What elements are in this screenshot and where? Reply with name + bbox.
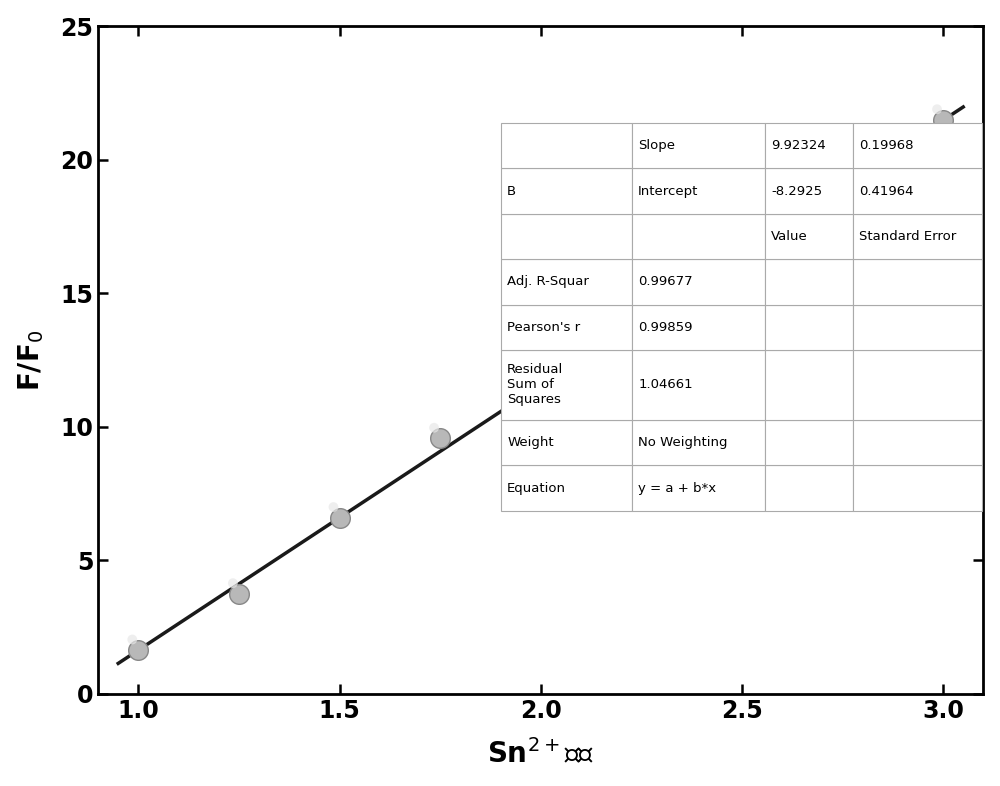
Text: 0.19968: 0.19968 [859,139,914,152]
Bar [501,304,632,350]
Bar [632,168,765,214]
Point [432,432,448,445]
Bar [853,214,982,259]
Bar [765,168,853,214]
Point [929,103,945,116]
Point [633,317,649,329]
Point [734,238,750,251]
Point [935,114,951,127]
Text: -8.2925: -8.2925 [771,185,822,197]
Text: 0.99859: 0.99859 [638,321,693,334]
Bar [765,304,853,350]
Text: 0.41964: 0.41964 [859,185,914,197]
Point [728,227,744,240]
Bar [632,350,765,420]
Text: Adj. R-Squar: Adj. R-Squar [507,275,589,288]
Text: y = a + b*x: y = a + b*x [638,482,716,494]
Bar [853,420,982,465]
Bar [632,123,765,168]
Text: 9.92324: 9.92324 [771,139,826,152]
Bar [501,214,632,259]
Y-axis label: F/F$_0$: F/F$_0$ [17,329,46,391]
Bar [632,420,765,465]
Bar [501,259,632,304]
Bar [765,420,853,465]
Bar [853,304,982,350]
Text: 0.99677: 0.99677 [638,275,693,288]
Point [627,307,643,319]
Text: B: B [507,185,516,197]
Bar [501,465,632,511]
Bar [853,168,982,214]
Bar [853,465,982,511]
Bar [501,168,632,214]
Text: Slope: Slope [638,139,675,152]
Bar [632,304,765,350]
Point [124,634,140,646]
Text: Weight: Weight [507,436,554,450]
Point [130,644,146,656]
Text: Value: Value [771,230,808,243]
Bar [501,350,632,420]
Bar [853,123,982,168]
Text: 1.04661: 1.04661 [638,378,693,391]
Bar [765,350,853,420]
Point [533,365,549,378]
Bar [501,420,632,465]
Bar [765,214,853,259]
Bar [501,123,632,168]
Bar [765,123,853,168]
Text: Standard Error: Standard Error [859,230,957,243]
Bar [765,259,853,304]
Point [527,355,543,368]
Bar [632,259,765,304]
Point [325,501,341,513]
Point [225,577,241,590]
Text: Equation: Equation [507,482,566,494]
Point [231,588,247,601]
Text: Pearson's r: Pearson's r [507,321,580,334]
Bar [632,465,765,511]
Bar [853,259,982,304]
Bar [765,465,853,511]
Point [332,512,348,524]
Text: No Weighting: No Weighting [638,436,728,450]
Point [426,421,442,434]
Bar [632,214,765,259]
Bar [853,350,982,420]
Text: Intercept: Intercept [638,185,698,197]
X-axis label: Sn$^{2+}$当量: Sn$^{2+}$当量 [487,739,594,769]
Text: Residual
Sum of
Squares: Residual Sum of Squares [507,363,563,406]
